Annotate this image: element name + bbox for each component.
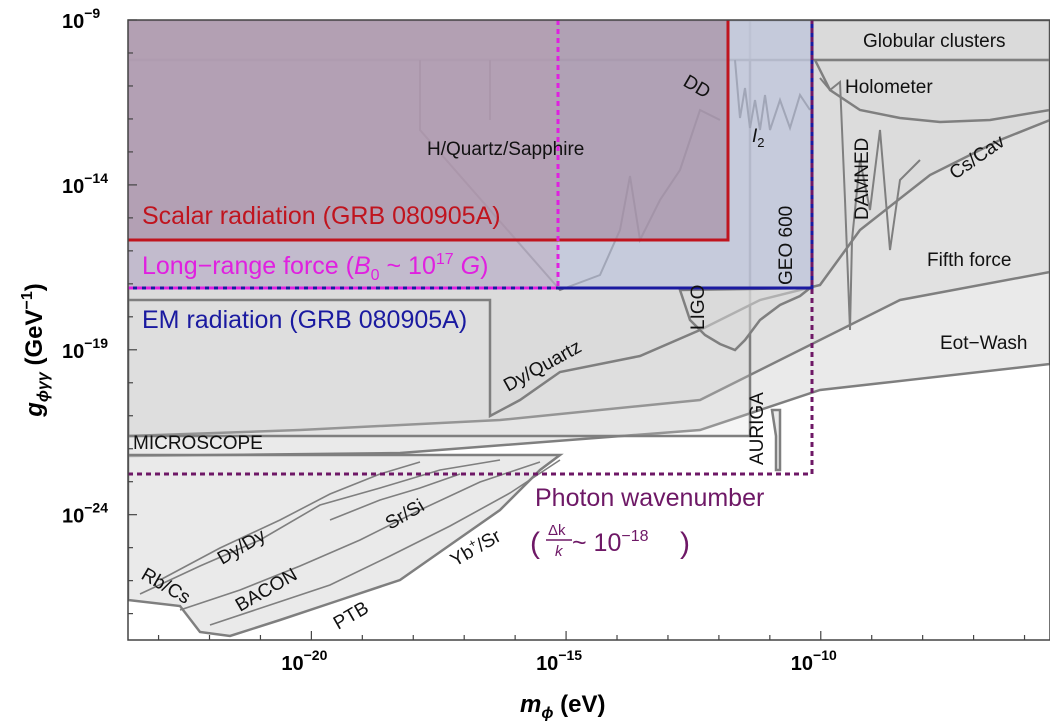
photon-den: k: [555, 543, 564, 560]
longrange-fill: [128, 20, 558, 288]
label-scalar-radiation: Scalar radiation (GRB 080905A): [142, 202, 501, 230]
photon-num: Δk: [548, 522, 566, 539]
scalar-line: [128, 20, 730, 242]
x-axis-title: mϕ (eV): [520, 691, 605, 721]
photon-approx: ~ 10−18: [572, 528, 649, 557]
label-em-radiation: EM radiation (GRB 080905A): [142, 306, 467, 334]
scalar-fill: [128, 20, 728, 240]
auriga-region: [770, 408, 782, 472]
damned-curve: [819, 77, 921, 331]
y-tick-label: 10−14: [62, 170, 108, 198]
y-tick-label: 10−19: [62, 335, 108, 363]
label-fifth-force: Fifth force: [927, 250, 1011, 271]
y-axis-title: gϕγγ (GeV−1): [19, 283, 52, 418]
label-ligo: LIGO: [688, 285, 709, 330]
label-microscope: MICROSCOPE: [133, 433, 263, 454]
projection-fills: [128, 20, 812, 288]
photon-paren-close: ): [680, 527, 690, 560]
y-tick-label: 10−24: [62, 500, 108, 528]
x-tick-label: 10−20: [281, 647, 327, 675]
label-globular-clusters: Globular clusters: [863, 31, 1006, 52]
ligo-region: [678, 286, 814, 352]
photon-paren-open: (: [530, 527, 540, 560]
label-longrange-force: Long−range force (B0 ~ 1017 G): [142, 251, 488, 284]
label-geo600: GEO 600: [776, 206, 797, 285]
label-auriga: AURIGA: [747, 392, 768, 465]
x-tick-label: 10−10: [791, 647, 837, 675]
photon-line: [128, 20, 814, 476]
label-i2: I2: [752, 126, 765, 150]
tick-group: 10−20 10−15 10−10 10−9 10−14 10−19 10−24: [62, 5, 1026, 675]
label-holometer: Holometer: [845, 77, 933, 98]
projection-labels: Scalar radiation (GRB 080905A) Long−rang…: [142, 202, 764, 560]
label-photon-wavenumber: Photon wavenumber: [535, 484, 764, 512]
photon-ratio-label: ( Δk k ~ 10−18 ): [530, 522, 690, 560]
plot-frame: [127, 19, 1050, 641]
label-damned: DAMNED: [852, 138, 873, 220]
x-tick-label: 10−15: [536, 647, 582, 675]
label-h-quartz-sapphire: H/Quartz/Sapphire: [427, 139, 584, 160]
label-eot-wash: Eot−Wash: [940, 333, 1027, 354]
projection-lines: [128, 20, 814, 476]
y-tick-label: 10−9: [62, 5, 100, 33]
clock-bands: [139, 459, 561, 626]
label-ptb: PTB: [330, 598, 373, 635]
